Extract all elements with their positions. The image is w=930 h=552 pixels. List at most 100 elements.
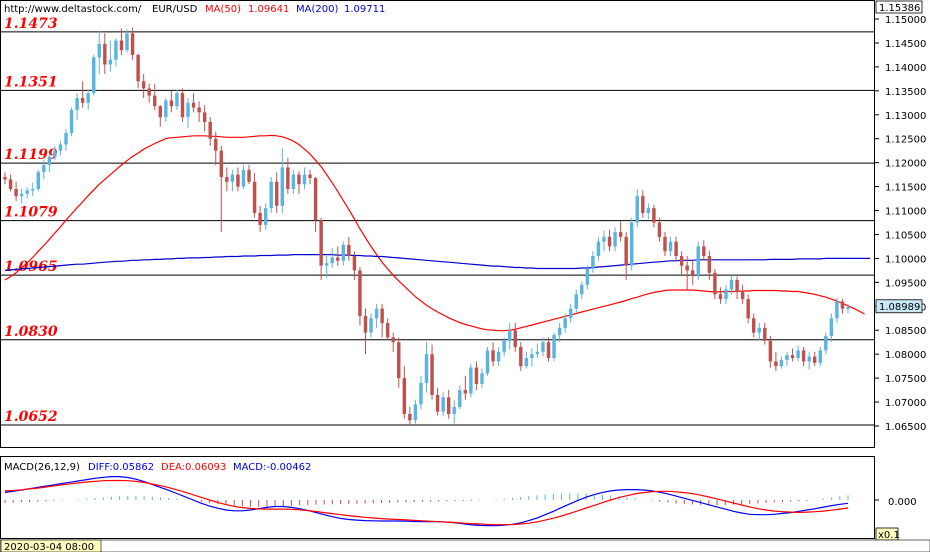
candle-body — [402, 378, 407, 415]
candle — [829, 313, 834, 343]
candle-body — [435, 394, 440, 412]
candle — [42, 160, 46, 180]
candle — [225, 167, 229, 192]
candle-body — [607, 236, 612, 247]
candle-body — [596, 241, 601, 257]
level-label: 1.0830 — [4, 324, 58, 340]
candle-body — [702, 246, 706, 257]
candle-body — [824, 335, 828, 351]
candle — [446, 390, 451, 419]
candle-body — [230, 174, 235, 182]
candle — [330, 247, 334, 268]
candle-body — [169, 100, 174, 107]
candle — [130, 27, 135, 60]
macd-zero-label: 0.000 — [888, 497, 917, 508]
candle-body — [330, 257, 334, 264]
candle-body — [275, 181, 279, 206]
candle — [324, 256, 329, 278]
candle-body — [286, 167, 290, 189]
candle — [69, 107, 74, 137]
candle-body — [324, 263, 329, 266]
candle — [513, 323, 517, 352]
candle — [552, 332, 556, 362]
candle — [297, 171, 301, 194]
candle-body — [263, 208, 268, 225]
candle — [430, 344, 434, 400]
ma50-line — [4, 134, 865, 332]
price-tick-label: 1.07500 — [885, 374, 926, 385]
candle — [740, 284, 745, 304]
candle — [835, 297, 839, 324]
candle-body — [613, 232, 617, 247]
candle — [846, 303, 850, 314]
candle — [341, 241, 346, 266]
candle-body — [552, 335, 556, 359]
candle-body — [829, 318, 834, 336]
candle-body — [202, 112, 207, 122]
price-tick-label: 1.15000 — [885, 15, 926, 26]
candle-body — [385, 323, 390, 338]
candle — [790, 348, 795, 362]
candle — [796, 345, 800, 362]
candle-body — [679, 256, 684, 266]
candle — [840, 299, 845, 314]
level-label: 1.0652 — [4, 409, 58, 425]
current-price-box — [875, 299, 923, 314]
candle-body — [80, 98, 85, 103]
price-tick-label: 1.12000 — [885, 159, 926, 170]
candle-body — [97, 43, 102, 58]
candle — [286, 157, 290, 194]
candle — [380, 303, 384, 338]
candle-body — [36, 172, 40, 189]
candle-body — [751, 318, 756, 333]
candles — [3, 27, 850, 426]
candle-body — [424, 354, 429, 383]
candle — [541, 337, 545, 357]
price-tick-label: 1.13000 — [885, 111, 926, 122]
candle-body — [352, 256, 357, 271]
candle — [585, 265, 590, 290]
candle — [153, 83, 157, 110]
candle-body — [219, 150, 224, 178]
candle-body — [674, 241, 678, 257]
candle — [80, 81, 85, 108]
candle-body — [652, 208, 656, 223]
level-label: 1.1351 — [4, 74, 58, 90]
candle-body — [269, 181, 273, 209]
candle — [186, 98, 190, 129]
candle — [801, 346, 806, 367]
price-tick-label: 1.13500 — [885, 87, 926, 98]
price-tick-label: 1.11500 — [885, 183, 926, 194]
candle-body — [180, 93, 185, 118]
candle — [58, 141, 63, 156]
site-url[interactable]: http://www.deltastock.com/ — [4, 4, 142, 15]
level-label: 1.1473 — [4, 16, 58, 32]
candle-body — [796, 350, 800, 359]
candle-body — [391, 337, 395, 343]
candle-body — [208, 121, 212, 139]
candle-body — [818, 350, 822, 363]
candle-body — [363, 315, 368, 333]
candle — [280, 148, 285, 213]
candle — [402, 366, 407, 419]
ma200-value: 1.09711 — [344, 4, 385, 15]
symbol-label: EUR/USD — [152, 4, 198, 15]
candle-body — [585, 268, 590, 285]
candle-body — [563, 318, 567, 328]
candle-body — [197, 107, 201, 113]
macd-dea-line — [4, 479, 849, 526]
candle-body — [291, 174, 296, 189]
candle-body — [158, 106, 163, 118]
candle — [75, 93, 79, 120]
price-tick-label: 1.09500 — [885, 278, 926, 289]
candle — [807, 351, 811, 370]
candle-body — [840, 301, 845, 309]
candle-body — [685, 265, 689, 271]
candle-body — [574, 294, 578, 309]
candle — [31, 182, 35, 197]
candle-body — [635, 196, 639, 223]
candle — [25, 187, 29, 199]
candle-body — [380, 308, 384, 324]
candle-body — [341, 245, 346, 261]
